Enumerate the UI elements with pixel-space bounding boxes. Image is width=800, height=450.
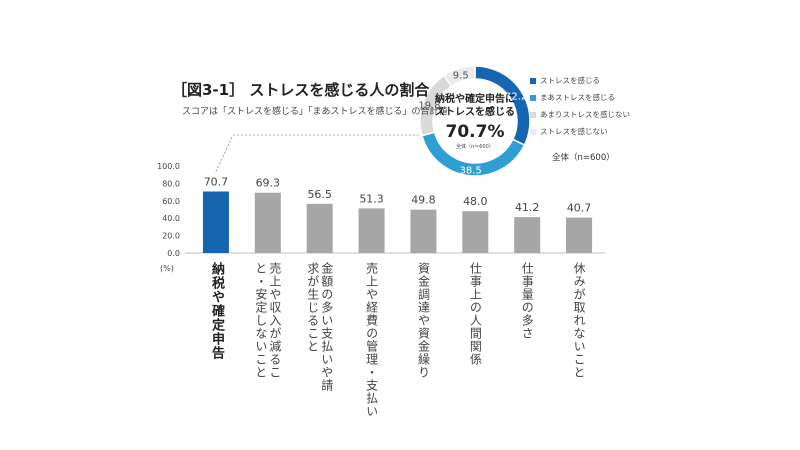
y-tick-label: 80.0 xyxy=(162,179,180,188)
y-tick-label: 0.0 xyxy=(167,249,180,258)
legend-label: ストレスを感じる xyxy=(540,76,600,85)
donut-slice-label: 32.2 xyxy=(505,91,527,102)
donut-slice-label: 38.5 xyxy=(459,165,481,176)
bar xyxy=(306,203,333,253)
category-label: 金額の多い支払いや請求が生じること xyxy=(305,262,334,392)
bar-value-label: 41.2 xyxy=(515,201,540,214)
bar-value-label: 56.5 xyxy=(307,188,332,201)
legend-label: まあストレスを感じる xyxy=(540,93,615,102)
bar xyxy=(202,191,229,253)
category-label: 納税や確定申告 xyxy=(208,262,224,360)
leader-line xyxy=(215,134,420,172)
bar-value-label: 48.0 xyxy=(463,195,488,208)
bar xyxy=(410,209,437,253)
category-label: 売上や収入が減ること・安定しないこと xyxy=(253,262,282,379)
bar xyxy=(514,217,541,253)
donut-center-value: 70.7% xyxy=(445,122,505,142)
legend-swatch xyxy=(530,94,536,101)
bar xyxy=(566,217,593,253)
category-label: 仕事上の人間関係 xyxy=(468,262,483,366)
donut-center: 納税や確定申告に ストレスを感じる 70.7% 全体（n＝600） xyxy=(420,93,530,150)
legend-swatch xyxy=(530,111,536,118)
y-tick-label: 100.0 xyxy=(157,162,180,171)
legend: ストレスを感じる まあストレスを感じる あまりストレスを感じない ストレスを感じ… xyxy=(530,72,630,140)
category-label: 仕事量の多さ xyxy=(520,262,535,340)
bar-value-label: 40.7 xyxy=(567,202,592,215)
bar xyxy=(462,211,489,253)
category-label: 休みが取れないこと xyxy=(572,262,587,379)
page-title: ［図3-1］ ストレスを感じる人の割合 xyxy=(172,81,430,99)
legend-label: ストレスを感じない xyxy=(540,127,608,136)
y-tick-label: 40.0 xyxy=(162,214,180,223)
bar-value-label: 70.7 xyxy=(204,175,229,188)
y-tick-label: 20.0 xyxy=(162,232,180,241)
donut-label-line1: 納税や確定申告に xyxy=(435,94,515,105)
legend-swatch xyxy=(530,77,536,84)
bar xyxy=(358,208,385,253)
y-tick-label: 60.0 xyxy=(162,197,180,206)
bar xyxy=(254,192,281,253)
legend-item: あまりストレスを感じない xyxy=(530,106,630,123)
legend-label: あまりストレスを感じない xyxy=(540,110,630,119)
legend-item: まあストレスを感じる xyxy=(530,89,630,106)
donut-slice xyxy=(443,65,476,88)
legend-item: ストレスを感じる xyxy=(530,72,630,89)
category-label: 資金調達や資金繰り xyxy=(416,262,431,379)
legend-item: ストレスを感じない xyxy=(530,123,630,140)
bar-value-label: 49.8 xyxy=(411,194,436,207)
donut-label-line2: ストレスを感じる xyxy=(435,107,515,118)
bar-value-label: 69.3 xyxy=(256,177,281,190)
category-label: 売上や経費の管理・支払い xyxy=(364,262,379,418)
donut-sample-size: 全体（n＝600） xyxy=(456,144,494,150)
y-axis-label: (%) xyxy=(160,264,174,273)
bar-value-label: 51.3 xyxy=(359,192,384,205)
legend-swatch xyxy=(530,128,536,135)
sample-size-note: 全体（n=600） xyxy=(552,153,615,163)
donut-slice-label: 19.8 xyxy=(418,100,440,111)
donut-slice-label: 9.5 xyxy=(453,71,469,82)
page-subtitle: スコアは「ストレスを感じる」「まあストレスを感じる」の合計値 xyxy=(182,107,448,117)
